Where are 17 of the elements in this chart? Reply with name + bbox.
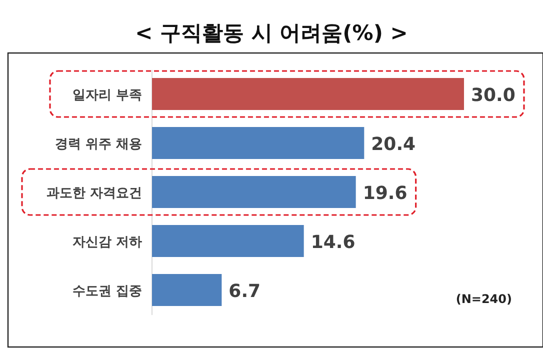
bar <box>152 176 356 208</box>
data-label: 30.0 <box>471 85 516 106</box>
chart-title: < 구직활동 시 어려움(%) > <box>135 21 408 45</box>
data-label: 6.7 <box>228 281 261 302</box>
y-tick-label: 수도권 집중 <box>72 284 142 299</box>
bar <box>152 274 222 306</box>
annotation: (N=240) <box>456 292 512 306</box>
bar <box>152 127 364 159</box>
bar <box>152 225 304 257</box>
data-label: 14.6 <box>310 232 356 253</box>
y-tick-label: 과도한 자격요건 <box>46 186 142 201</box>
data-label: 20.4 <box>371 134 416 155</box>
y-tick-label: 경력 위주 채용 <box>54 137 142 152</box>
bar <box>152 78 464 110</box>
y-tick-label: 자신감 저하 <box>72 235 142 250</box>
data-label: 19.6 <box>362 183 408 204</box>
y-tick-label: 일자리 부족 <box>72 88 142 103</box>
